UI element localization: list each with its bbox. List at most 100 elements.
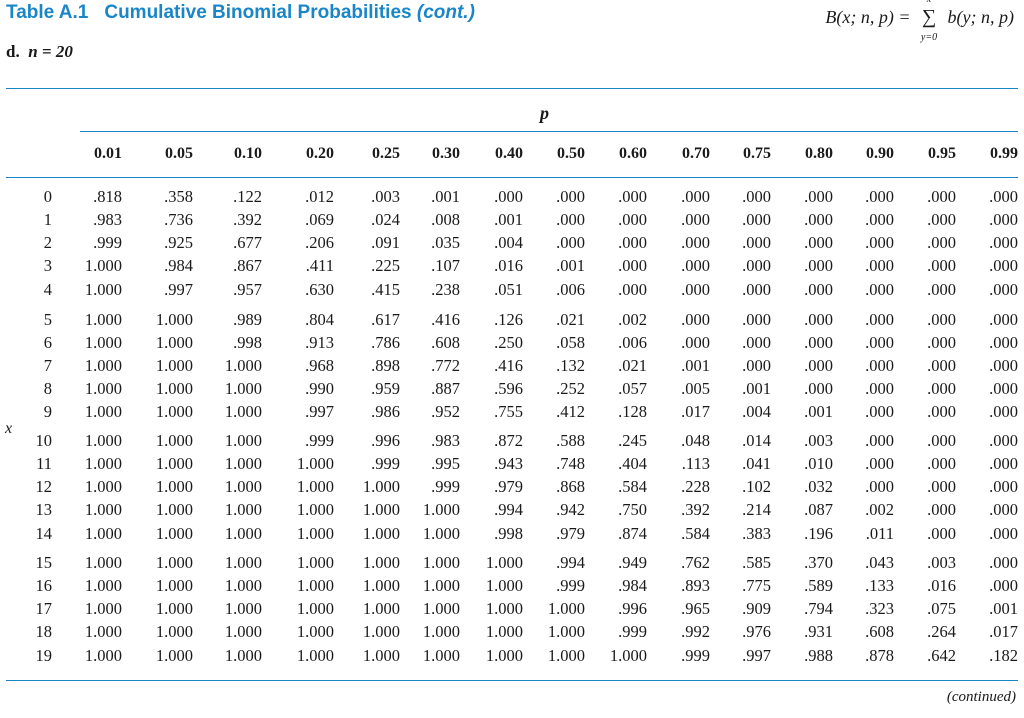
table-cell: .585 [742, 553, 771, 572]
table-cell: .412 [556, 402, 585, 421]
table-cell: .000 [618, 280, 647, 299]
table-cell: .006 [556, 280, 585, 299]
table-cell: .196 [804, 524, 833, 543]
row-x-value: 7 [43, 356, 52, 375]
formula-lhs: B(x; n, p) = [825, 7, 911, 27]
table-cell: .000 [804, 280, 833, 299]
table-row: 6 1.000 1.000 .998 .913 .786 .608 .250 .058 .006.… [0, 333, 1024, 355]
table-cell: .999 [431, 477, 460, 496]
table-row: 10 1.000 1.000 1.000 .999 .996 .983 .872 .588 .24… [0, 431, 1024, 453]
table-cell: .943 [494, 454, 523, 473]
table-cell: .001 [804, 402, 833, 421]
table-cell: 1.000 [224, 622, 262, 641]
table-cell: .984 [618, 576, 647, 595]
table-cell: 1.000 [84, 524, 122, 543]
sum-lower-limit: y=0 [920, 32, 938, 43]
table-cell: .000 [865, 356, 894, 375]
table-cell: 1.000 [224, 524, 262, 543]
column-header-p: 0.75 [743, 145, 771, 162]
table-row: 13 1.000 1.000 1.000 1.000 1.000 1.000 .994 .942… [0, 500, 1024, 522]
table-row: 7 1.000 1.000 1.000 .968 .898 .772 .416 .132 .021… [0, 356, 1024, 378]
table-cell: 1.000 [224, 431, 262, 450]
column-header-p: 0.99 [990, 145, 1018, 162]
table-cell: 1.000 [224, 646, 262, 665]
table-row: 4 1.000 .997 .957 .630 .415 .238 .051 .006 .000 .0… [0, 280, 1024, 302]
table-cell: 1.000 [296, 646, 334, 665]
table-cell: .755 [494, 402, 523, 421]
table-cell: .000 [804, 356, 833, 375]
table-cell: .584 [618, 477, 647, 496]
table-cell: .000 [681, 187, 710, 206]
table-cell: .000 [742, 210, 771, 229]
table-cell: .000 [681, 333, 710, 352]
table-cell: .000 [865, 454, 894, 473]
table-cell: 1.000 [224, 454, 262, 473]
table-cell: .000 [927, 233, 956, 252]
table-cell: .016 [927, 576, 956, 595]
table-title-suffix: (cont.) [416, 2, 475, 23]
table-cell: .000 [742, 310, 771, 329]
table-cell: .898 [371, 356, 400, 375]
table-cell: .990 [305, 379, 334, 398]
table-cell: .584 [681, 524, 710, 543]
table-cell: .775 [742, 576, 771, 595]
table-cell: .001 [989, 599, 1018, 618]
subtitle: d. n = 20 [6, 42, 73, 62]
table-cell: 1.000 [296, 524, 334, 543]
table-cell: 1.000 [155, 454, 193, 473]
table-cell: 1.000 [224, 402, 262, 421]
table-cell: 1.000 [422, 500, 460, 519]
table-cell: .996 [371, 431, 400, 450]
table-cell: .997 [742, 646, 771, 665]
column-header-p: 0.40 [495, 145, 523, 162]
table-cell: .909 [742, 599, 771, 618]
table-cell: 1.000 [155, 500, 193, 519]
row-x-value: 15 [35, 553, 53, 572]
table-cell: .000 [556, 187, 585, 206]
table-cell: .010 [804, 454, 833, 473]
row-x-value: 2 [43, 233, 52, 252]
table-cell: .411 [305, 256, 334, 275]
table-cell: .000 [927, 310, 956, 329]
sum-upper-limit: x [921, 0, 937, 5]
table-cell: .003 [927, 553, 956, 572]
table-cell: .000 [927, 524, 956, 543]
row-x-value: 3 [43, 256, 52, 275]
table-cell: 1.000 [84, 379, 122, 398]
table-cell: .868 [556, 477, 585, 496]
row-x-value: 17 [35, 599, 53, 618]
table-cell: .238 [431, 280, 460, 299]
table-row: 18 1.000 1.000 1.000 1.000 1.000 1.000 1.000 1.0… [0, 622, 1024, 644]
table-cell: .000 [494, 187, 523, 206]
table-cell: .000 [618, 233, 647, 252]
table-cell: .392 [233, 210, 262, 229]
table-cell: .642 [927, 646, 956, 665]
table-cell: .206 [305, 233, 334, 252]
table-cell: .983 [93, 210, 122, 229]
table-cell: 1.000 [84, 576, 122, 595]
table-cell: .992 [681, 622, 710, 641]
table-cell: .003 [804, 431, 833, 450]
table-cell: .994 [556, 553, 585, 572]
table-cell: 1.000 [362, 576, 400, 595]
table-cell: .000 [742, 256, 771, 275]
table-cell: .002 [618, 310, 647, 329]
row-x-value: 19 [35, 646, 53, 665]
table-cell: .000 [742, 233, 771, 252]
table-cell: .000 [989, 576, 1018, 595]
table-cell: .000 [989, 379, 1018, 398]
table-cell: .000 [742, 187, 771, 206]
table-cell: .794 [804, 599, 833, 618]
table-cell: .245 [618, 431, 647, 450]
table-cell: .001 [494, 210, 523, 229]
table-cell: .608 [865, 622, 894, 641]
bottom-rule [6, 680, 1018, 681]
table-cell: .102 [742, 477, 771, 496]
table-cell: 1.000 [155, 333, 193, 352]
table-cell: 1.000 [296, 622, 334, 641]
table-cell: .000 [989, 256, 1018, 275]
table-cell: .874 [618, 524, 647, 543]
table-cell: 1.000 [362, 524, 400, 543]
table-cell: .000 [927, 431, 956, 450]
table-cell: .762 [681, 553, 710, 572]
